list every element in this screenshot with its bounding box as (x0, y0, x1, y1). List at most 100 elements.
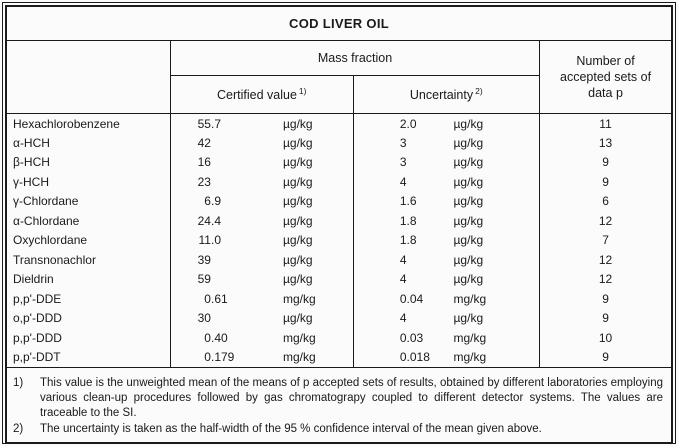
analyte-cell: α-HCH (6, 133, 171, 153)
table-row: p,p'-DDT 0.179 mg/kg 0.018 mg/kg 9 (6, 347, 672, 367)
certified-value-frac: .9 (210, 194, 221, 209)
certified-value-cell: 30 µg/kg (170, 308, 354, 328)
uncertainty-value-unit: µg/kg (453, 116, 484, 131)
analyte-column-header-empty (6, 40, 171, 114)
accepted-sets-cell: 10 (540, 328, 672, 348)
certified-value-cell: 16 µg/kg (170, 152, 354, 172)
certificate-table: COD LIVER OIL Mass fraction Number of ac… (5, 5, 673, 445)
certified-value: 59 µg/kg (171, 272, 353, 286)
footnote-ref-1: 1) (298, 86, 307, 97)
accepted-sets-cell: 12 (540, 250, 672, 270)
uncertainty-value-int: 0 (399, 330, 407, 345)
accepted-sets-cell: 12 (540, 211, 672, 231)
analyte-cell: Transnonachlor (6, 250, 171, 270)
certified-value-unit: µg/kg (282, 311, 313, 326)
table-row: Oxychlordane 11.0 µg/kg 1.8 µg/kg 7 (6, 230, 672, 250)
uncertainty-value: 0.04 mg/kg (354, 292, 540, 306)
footnote-text: The uncertainty is taken as the half-wid… (40, 423, 542, 436)
certified-value-cell: 0.179 mg/kg (170, 347, 354, 367)
uncertainty-value-int: 4 (399, 252, 407, 267)
uncertainty-value: 4 µg/kg (354, 311, 540, 325)
uncertainty-value-int: 1 (399, 213, 407, 228)
certified-value-int: 0 (204, 291, 211, 306)
accepted-sets-count: 9 (602, 350, 609, 364)
accepted-sets-count: 9 (602, 174, 609, 189)
certified-value-frac: .4 (210, 213, 221, 228)
analyte-cell: p,p'-DDD (6, 328, 171, 348)
analyte-name: Dieldrin (13, 272, 54, 287)
uncertainty-value-unit: µg/kg (453, 272, 484, 287)
uncertainty-value-frac: .04 (406, 291, 424, 306)
mass-fraction-label: Mass fraction (317, 51, 393, 65)
certified-value-unit: µg/kg (282, 213, 313, 228)
analyte-name: o,p'-DDD (13, 311, 62, 326)
footnote-row: 1) This value is the unweighted mean of … (6, 366, 672, 444)
uncertainty-value-frac: .8 (406, 213, 417, 228)
uncertainty-header: Uncertainty 2) (353, 75, 541, 114)
uncertainty-value-cell: 2.0 µg/kg (353, 113, 541, 133)
uncertainty-value-unit: mg/kg (453, 291, 487, 306)
certified-value-int: 0 (204, 330, 211, 345)
table-row: Hexachlorobenzene 55.7 µg/kg 2.0 µg/kg 11 (6, 113, 672, 133)
uncertainty-value: 2.0 µg/kg (354, 117, 540, 131)
certified-value-cell: 42 µg/kg (170, 133, 354, 153)
uncertainty-value-int: 1 (399, 233, 407, 248)
analyte-cell: p,p'-DDT (6, 347, 171, 367)
analyte-name: Oxychlordane (13, 233, 88, 248)
uncertainty-value-cell: 1.8 µg/kg (353, 230, 541, 250)
footnote: 1) This value is the unweighted mean of … (13, 376, 665, 422)
uncertainty-value-int: 4 (399, 174, 407, 189)
uncertainty-value-cell: 0.018 mg/kg (353, 347, 541, 367)
certified-value: 42 µg/kg (171, 136, 353, 150)
table-body: Hexachlorobenzene 55.7 µg/kg 2.0 µg/kg 11 … (6, 113, 672, 367)
table-row: α-HCH 42 µg/kg 3 µg/kg 13 (6, 133, 672, 153)
analyte-name: p,p'-DDD (13, 330, 62, 345)
certified-value-int: 59 (197, 272, 211, 287)
analyte-cell: Hexachlorobenzene (6, 113, 171, 133)
uncertainty-value: 3 µg/kg (354, 155, 540, 169)
accepted-sets-count: 12 (598, 213, 613, 228)
certified-value: 39 µg/kg (171, 253, 353, 267)
accepted-sets-cell: 9 (540, 153, 672, 173)
accepted-sets-count: 11 (599, 116, 612, 131)
accepted-sets-count: 9 (602, 291, 609, 306)
footnote-text: This value is the unweighted mean of the… (40, 376, 663, 419)
certified-value-int: 0 (204, 350, 211, 364)
certified-value-frac: .179 (210, 350, 235, 364)
uncertainty-value-unit: µg/kg (453, 233, 484, 248)
table-row: o,p'-DDD 30 µg/kg 4 µg/kg 9 (6, 308, 672, 328)
uncertainty-value-cell: 0.03 mg/kg (353, 328, 541, 348)
certified-value-int: 39 (197, 252, 211, 267)
certified-value-cell: 59 µg/kg (170, 269, 354, 289)
uncertainty-value-int: 3 (399, 135, 407, 150)
analyte-cell: p,p'-DDE (6, 289, 171, 309)
uncertainty-value-cell: 4 µg/kg (353, 269, 541, 289)
table-row: γ-HCH 23 µg/kg 4 µg/kg 9 (6, 172, 672, 192)
accepted-sets-count: 12 (598, 272, 613, 287)
certified-value-cell: 55.7 µg/kg (170, 113, 354, 133)
certified-value-cell: 0.40 mg/kg (170, 328, 354, 348)
table-row: α-Chlordane 24.4 µg/kg 1.8 µg/kg 12 (6, 211, 672, 231)
certified-value-int: 16 (197, 155, 211, 170)
analyte-name: γ-Chlordane (13, 194, 79, 209)
analyte-name: p,p'-DDT (13, 350, 61, 364)
certified-value-int: 23 (197, 174, 211, 189)
uncertainty-value-frac: .018 (406, 350, 430, 364)
uncertainty-value-int: 0 (399, 291, 407, 306)
uncertainty-value-int: 3 (399, 155, 407, 170)
certified-value-unit: mg/kg (282, 330, 316, 345)
certified-value-cell: 39 µg/kg (170, 250, 354, 270)
certified-value-cell: 11.0 µg/kg (170, 230, 354, 250)
certified-value: 55.7 µg/kg (171, 117, 353, 131)
uncertainty-value-unit: µg/kg (453, 174, 484, 189)
uncertainty-value: 3 µg/kg (354, 136, 540, 150)
analyte-cell: Dieldrin (6, 269, 171, 289)
footnote-marker: 2) (13, 423, 24, 436)
uncertainty-value: 0.018 mg/kg (354, 350, 540, 364)
uncertainty-value-unit: µg/kg (453, 213, 484, 228)
uncertainty-value: 4 µg/kg (354, 272, 540, 286)
uncertainty-value: 1.8 µg/kg (354, 214, 540, 228)
subheader-row: Certified value 1) Uncertainty 2) (6, 75, 672, 114)
certified-value: 24.4 µg/kg (171, 214, 353, 228)
